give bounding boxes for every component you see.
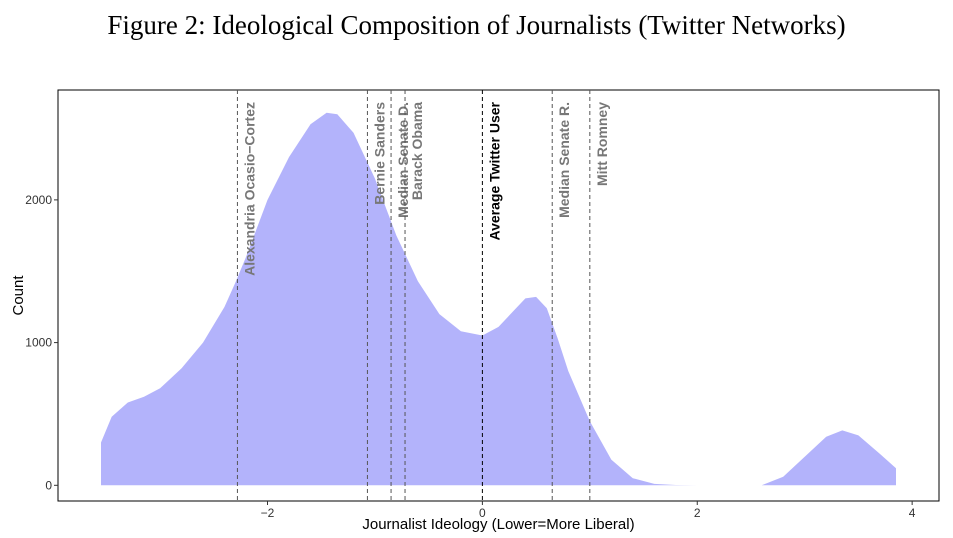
reference-label-1: Bernie Sanders: [371, 102, 387, 205]
x-tick-label-2: 2: [694, 506, 701, 520]
y-tick-label-0: 0: [45, 478, 52, 492]
reference-label-0: Alexandria Ocasio−Cortez: [241, 102, 257, 276]
y-axis-title: Count: [10, 275, 27, 316]
x-tick-label-3: 4: [909, 506, 916, 520]
y-tick-label-2: 2000: [25, 193, 52, 207]
y-tick-label-1: 1000: [25, 336, 52, 350]
x-axis-title: Journalist Ideology (Lower=More Liberal): [362, 516, 634, 533]
reference-label-5: Median Senate R.: [556, 102, 572, 218]
density-area: [101, 112, 896, 486]
figure-title: Figure 2: Ideological Composition of Jou…: [107, 10, 846, 40]
reference-label-6: Mitt Romney: [594, 102, 610, 186]
reference-label-4: Average Twitter User: [486, 101, 502, 240]
x-axis: −2 0 2 4: [261, 501, 916, 520]
y-axis: 0 1000 2000: [25, 193, 58, 492]
x-tick-label-1: 0: [479, 506, 486, 520]
reference-label-2: Median Senate D.: [395, 102, 411, 218]
reference-lines: Alexandria Ocasio−Cortez Bernie Sanders Me…: [236, 90, 610, 501]
x-tick-label-0: −2: [261, 506, 275, 520]
reference-label-3: Barack Obama: [409, 102, 425, 200]
